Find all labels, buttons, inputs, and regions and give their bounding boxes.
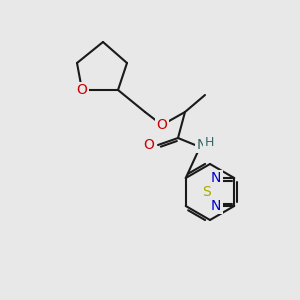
Text: S: S	[202, 185, 211, 199]
Text: N: N	[211, 199, 221, 213]
Text: O: O	[76, 83, 87, 97]
Text: N: N	[211, 171, 221, 185]
Text: O: O	[143, 138, 154, 152]
Text: O: O	[157, 118, 167, 132]
Text: N: N	[197, 138, 207, 152]
Text: H: H	[204, 136, 214, 148]
